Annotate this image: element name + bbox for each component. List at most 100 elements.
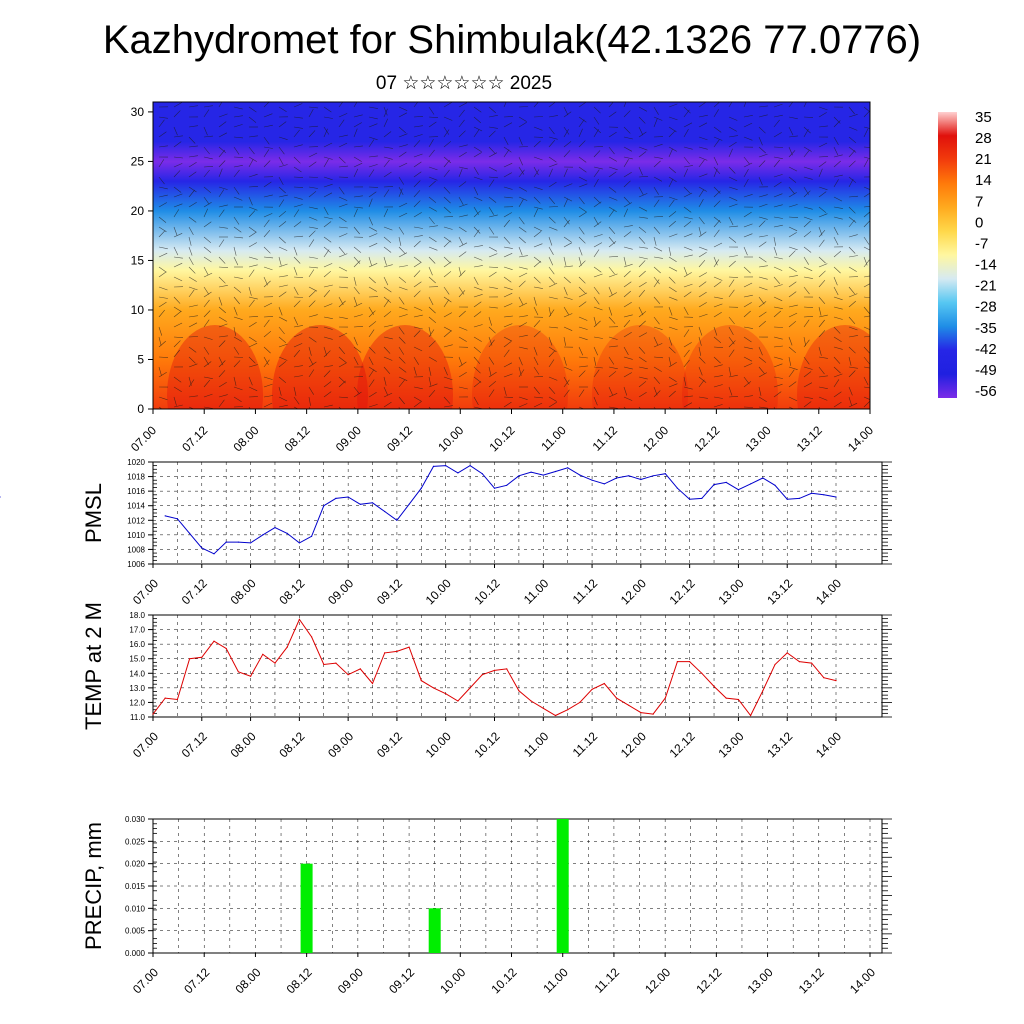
data-point — [164, 697, 166, 699]
data-point — [445, 465, 447, 467]
y-tick-label: 1014 — [127, 502, 145, 511]
data-point — [579, 701, 581, 704]
data-point — [176, 698, 178, 701]
data-point — [615, 697, 618, 699]
data-point — [579, 474, 581, 476]
data-point — [798, 497, 801, 499]
data-point — [262, 534, 264, 536]
data-point — [152, 713, 154, 715]
x-tick-label: 11.00 — [521, 576, 552, 607]
y-tick-label: 18.0 — [129, 611, 145, 620]
data-point — [286, 646, 288, 648]
y-tick-label: 25 — [131, 154, 145, 168]
x-tick-label: 09.00 — [325, 576, 356, 607]
x-tick-label: 12.12 — [667, 729, 698, 760]
x-tick-label: 10.12 — [471, 729, 502, 760]
data-point — [286, 532, 288, 535]
series-line — [165, 465, 837, 555]
data-point — [725, 481, 727, 483]
y-tick-label: 0.015 — [125, 882, 146, 891]
data-point — [384, 652, 386, 654]
x-tick-label: 11.00 — [538, 423, 569, 454]
wind-barbs — [158, 102, 870, 409]
x-tick-label: 07.12 — [179, 423, 210, 454]
data-point — [530, 471, 532, 473]
x-tick-label: 14.00 — [813, 576, 844, 607]
data-point — [298, 542, 300, 544]
colorbar-label: -14 — [975, 257, 997, 274]
data-point — [237, 671, 239, 673]
data-point — [774, 663, 776, 666]
data-point — [201, 656, 203, 658]
cross-section-panel: 0 5 10 15 20 25 30 07.00 07.12 08.00 08.12 09.00 09.… — [128, 101, 876, 454]
y-tick-label: 1006 — [127, 560, 145, 569]
precip-bar — [428, 908, 441, 953]
y-tick-label: 30 — [131, 105, 145, 119]
data-point — [506, 668, 508, 670]
data-point — [750, 714, 752, 717]
data-point — [396, 519, 398, 521]
data-point — [518, 690, 520, 692]
data-point — [274, 662, 276, 664]
data-point — [506, 484, 508, 486]
x-tick-label: 08.12 — [276, 729, 307, 760]
colorbar-label: 21 — [975, 151, 992, 168]
x-tick-label: 13.12 — [794, 423, 825, 454]
data-point — [408, 646, 410, 648]
heating-blob — [167, 325, 263, 409]
x-tick-label: 09.00 — [333, 423, 364, 454]
x-tick-label: 12.12 — [691, 423, 722, 454]
data-point — [652, 475, 654, 477]
x-tick-label: 08.00 — [228, 576, 259, 607]
data-point — [347, 674, 349, 676]
data-point — [603, 682, 605, 685]
data-point — [250, 542, 252, 544]
y-tick-label: 1020 — [127, 458, 145, 467]
x-tick-label: 13.12 — [764, 729, 795, 760]
data-point — [823, 494, 825, 496]
x-tick-label: 07.00 — [130, 965, 161, 996]
pmsl-panel: 1006 1008 1010 1012 1014 1016 1018 1020 07.00 07.… — [0, 458, 892, 607]
data-point — [713, 484, 715, 486]
y-tick-label: 17.0 — [129, 626, 145, 635]
colorbar-label: -42 — [975, 341, 997, 358]
x-tick-label: 07.00 — [130, 576, 161, 607]
data-point — [615, 477, 618, 479]
data-point — [811, 492, 813, 494]
x-tick-label: 08.12 — [282, 423, 313, 454]
data-point — [323, 663, 325, 666]
x-tick-label: 12.00 — [618, 576, 649, 607]
x-tick-label: 08.00 — [230, 423, 261, 454]
data-point — [554, 714, 557, 717]
colorbar-label: 7 — [975, 193, 983, 210]
x-tick-label: 12.00 — [618, 729, 649, 760]
y-tick-label: 1012 — [127, 516, 145, 525]
data-point — [725, 697, 727, 699]
data-point — [518, 475, 520, 477]
data-point — [591, 479, 593, 481]
data-point — [164, 515, 166, 517]
data-point — [530, 700, 532, 702]
data-point — [567, 467, 569, 469]
y-axis-label: PRECIP, mm — [81, 822, 106, 950]
data-point — [676, 487, 679, 489]
y-tick-label: 15.0 — [129, 655, 145, 664]
x-tick-label: 11.12 — [570, 576, 601, 607]
x-tick-label: 08.12 — [284, 965, 315, 996]
data-point — [262, 653, 264, 655]
data-point — [823, 677, 825, 679]
x-tick-label: 07.00 — [130, 729, 161, 760]
data-point — [762, 477, 764, 479]
colorbar-label: 0 — [975, 214, 983, 231]
data-point — [420, 680, 422, 682]
x-tick-label: 11.00 — [521, 729, 552, 760]
y-tick-label: 15 — [131, 253, 145, 267]
data-point — [298, 618, 300, 621]
x-tick-label: 10.12 — [486, 423, 517, 454]
data-point — [591, 688, 593, 690]
x-tick-label: 09.12 — [386, 965, 417, 996]
data-point — [359, 503, 361, 505]
data-point — [213, 640, 215, 642]
heating-blob — [357, 325, 453, 409]
